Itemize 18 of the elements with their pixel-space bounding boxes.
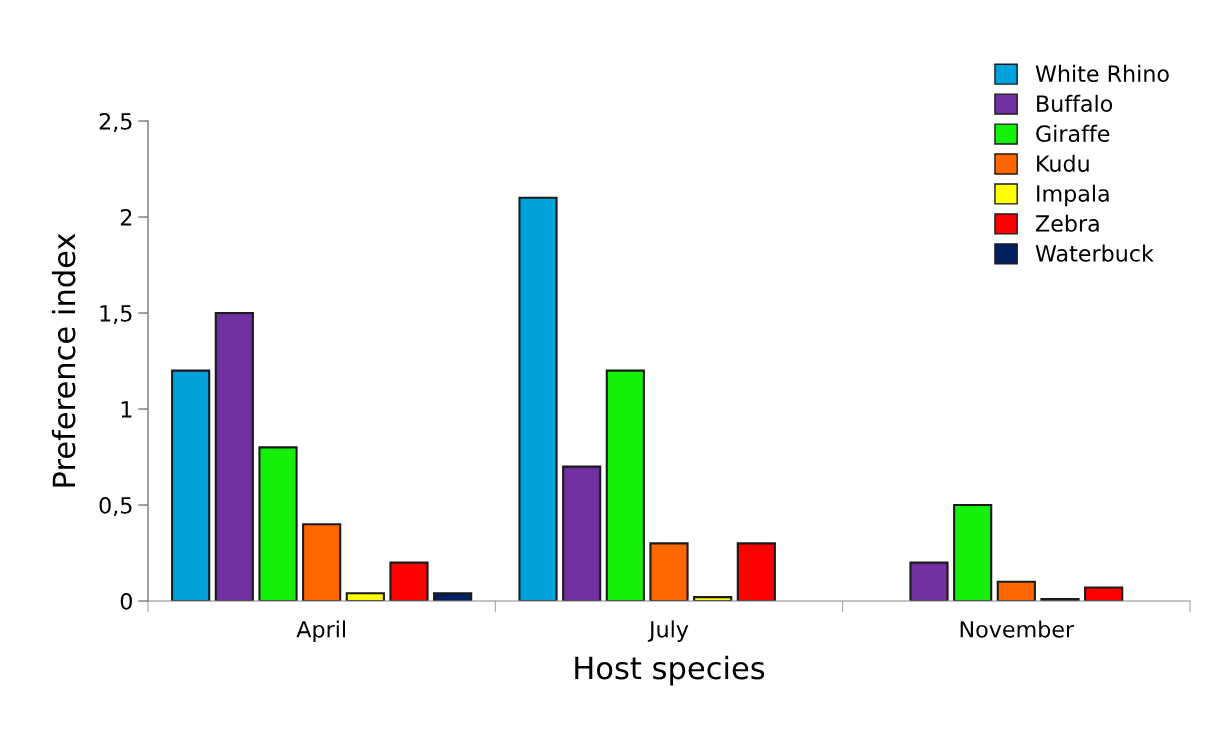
legend-label: White Rhino (1035, 64, 1169, 83)
legend-label: Buffalo (1037, 94, 1113, 113)
legend-label: Giraffe (1036, 124, 1110, 142)
x-tick-label: April (296, 620, 345, 642)
x-axis-title: Host species (575, 655, 765, 686)
legend-label: Impala (1037, 184, 1109, 207)
y-tick-label: 0,5 (99, 496, 132, 517)
legend-label: Waterbuck (1035, 244, 1154, 262)
y-tick-label: 2,5 (99, 112, 132, 133)
y-tick-label: 1 (121, 401, 132, 418)
legend-label: Kudu (1037, 154, 1089, 172)
y-tick-label: 2 (120, 208, 132, 226)
y-tick-label: 0 (120, 592, 132, 610)
y-tick-label: 1,5 (100, 305, 132, 325)
x-tick-label: November (960, 620, 1075, 638)
y-axis-title: Preference index (51, 233, 76, 487)
x-tick-label: July (647, 620, 689, 642)
legend-label: Zebra (1035, 214, 1099, 232)
